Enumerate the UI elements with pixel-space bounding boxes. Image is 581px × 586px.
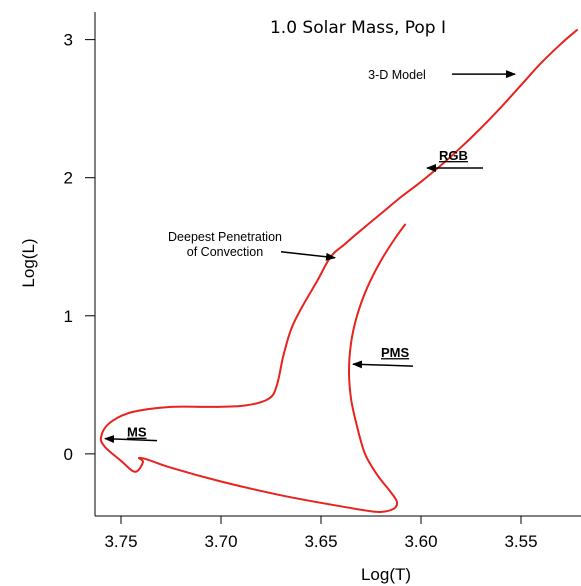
x-tick-label: 3.60 [404,532,437,551]
x-tick-label: 3.65 [304,532,337,551]
y-axis-label: Log(L) [19,238,38,287]
x-tick-label: 3.55 [504,532,537,551]
annotation: PMS [352,345,414,369]
annotation: RGB [426,148,483,173]
y-axis-ticks: 0 1 2 3 [64,31,95,464]
y-tick-label: 3 [64,31,73,50]
x-tick-label: 3.70 [204,532,237,551]
annotation-label: Deepest Penetration [168,230,282,244]
annotation-label: MS [127,425,147,440]
annotation: MS [104,425,158,444]
x-axis-label: Log(T) [361,565,411,584]
chart-title: 1.0 Solar Mass, Pop I [270,18,446,38]
annotation-label: 3-D Model [368,68,426,82]
y-tick-label: 1 [64,307,73,326]
annotation-label: of Convection [187,245,263,259]
annotation-arrow [104,435,158,444]
annotation-arrow [280,251,336,261]
annotation: 3-D Model [368,68,516,82]
evolutionary-track-line [99,29,578,513]
x-axis-ticks: 3.75 3.70 3.65 3.60 3.55 [104,516,538,551]
annotation-label: RGB [439,148,468,163]
annotation-label: PMS [381,345,410,360]
x-tick-label: 3.75 [104,532,137,551]
y-tick-label: 2 [64,169,73,188]
series-group [99,29,578,513]
annotation-arrow [352,360,414,369]
y-tick-label: 0 [64,445,73,464]
